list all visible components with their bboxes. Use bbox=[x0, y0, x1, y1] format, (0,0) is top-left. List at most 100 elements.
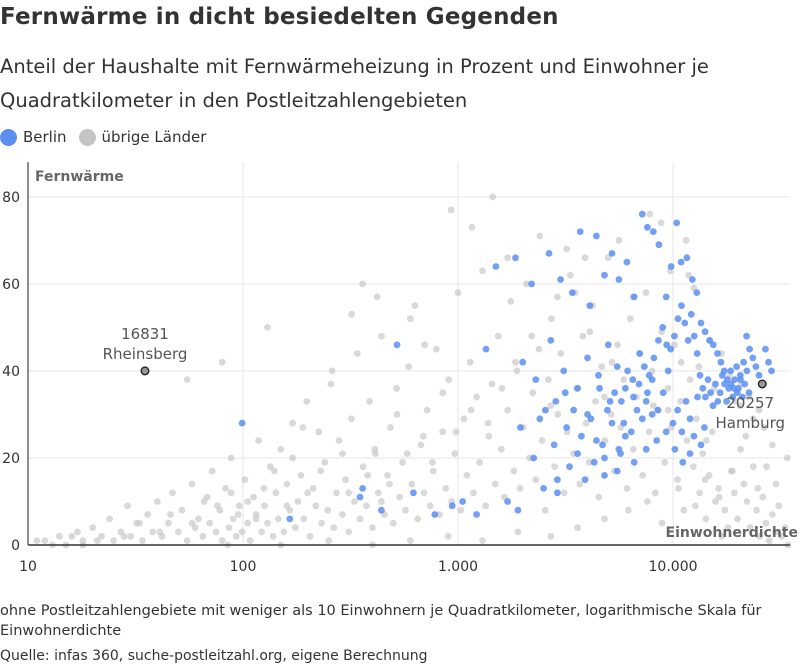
data-point-other[interactable] bbox=[661, 458, 669, 466]
data-point-berlin[interactable] bbox=[601, 472, 608, 479]
data-point-other[interactable] bbox=[772, 528, 779, 536]
data-point-other[interactable] bbox=[373, 293, 381, 301]
data-point-berlin[interactable] bbox=[563, 424, 570, 431]
data-point-other[interactable] bbox=[674, 476, 681, 484]
data-point-berlin[interactable] bbox=[733, 363, 740, 370]
data-point-berlin[interactable] bbox=[590, 458, 598, 466]
data-point-other[interactable] bbox=[420, 489, 428, 497]
data-point-other[interactable] bbox=[330, 524, 338, 531]
data-point-berlin[interactable] bbox=[593, 232, 600, 240]
data-point-other[interactable] bbox=[566, 271, 574, 279]
data-point-other[interactable] bbox=[429, 458, 436, 466]
data-point-berlin[interactable] bbox=[679, 458, 687, 466]
data-point-berlin[interactable] bbox=[608, 419, 616, 427]
data-point-berlin[interactable] bbox=[716, 389, 724, 397]
data-point-other[interactable] bbox=[234, 511, 242, 518]
data-point-berlin[interactable] bbox=[557, 276, 564, 283]
data-point-berlin[interactable] bbox=[617, 398, 625, 405]
data-point-berlin[interactable] bbox=[570, 406, 577, 414]
annotated-point[interactable] bbox=[140, 366, 150, 376]
data-point-berlin[interactable] bbox=[690, 332, 698, 340]
data-point-berlin[interactable] bbox=[595, 371, 602, 379]
data-point-other[interactable] bbox=[586, 328, 594, 336]
data-point-berlin[interactable] bbox=[714, 398, 722, 405]
data-point-other[interactable] bbox=[544, 376, 552, 383]
data-point-berlin[interactable] bbox=[704, 376, 712, 383]
data-point-other[interactable] bbox=[366, 398, 373, 405]
data-point-other[interactable] bbox=[315, 428, 323, 436]
data-point-other[interactable] bbox=[615, 236, 623, 244]
data-point-other[interactable] bbox=[250, 493, 257, 501]
data-point-other[interactable] bbox=[705, 472, 713, 479]
data-point-other[interactable] bbox=[683, 437, 691, 444]
data-point-berlin[interactable] bbox=[655, 337, 662, 344]
data-point-other[interactable] bbox=[218, 537, 226, 544]
data-point-other[interactable] bbox=[639, 472, 647, 479]
data-point-other[interactable] bbox=[312, 502, 320, 510]
data-point-berlin[interactable] bbox=[743, 332, 750, 340]
data-point-berlin[interactable] bbox=[286, 515, 294, 523]
data-point-berlin[interactable] bbox=[654, 406, 662, 414]
data-point-other[interactable] bbox=[328, 367, 336, 375]
data-point-other[interactable] bbox=[547, 532, 555, 540]
data-point-other[interactable] bbox=[585, 458, 593, 466]
data-point-other[interactable] bbox=[442, 485, 450, 492]
data-point-berlin[interactable] bbox=[593, 437, 600, 444]
data-point-other[interactable] bbox=[772, 480, 780, 488]
data-point-berlin[interactable] bbox=[701, 328, 709, 336]
data-point-other[interactable] bbox=[529, 389, 537, 397]
data-point-berlin[interactable] bbox=[629, 376, 637, 383]
data-point-other[interactable] bbox=[696, 489, 703, 497]
data-point-other[interactable] bbox=[269, 532, 277, 540]
data-point-other[interactable] bbox=[339, 511, 346, 518]
data-point-other[interactable] bbox=[321, 458, 329, 466]
data-point-other[interactable] bbox=[491, 480, 499, 488]
data-point-other[interactable] bbox=[695, 363, 703, 370]
data-point-berlin[interactable] bbox=[547, 337, 555, 344]
data-point-other[interactable] bbox=[473, 393, 480, 401]
data-point-other[interactable] bbox=[255, 437, 262, 444]
data-point-berlin[interactable] bbox=[566, 463, 573, 471]
data-point-other[interactable] bbox=[309, 485, 317, 492]
data-point-berlin[interactable] bbox=[687, 310, 695, 318]
data-point-other[interactable] bbox=[742, 432, 750, 440]
data-point-other[interactable] bbox=[56, 532, 63, 540]
data-point-other[interactable] bbox=[510, 467, 518, 475]
data-point-other[interactable] bbox=[451, 450, 459, 457]
data-point-other[interactable] bbox=[682, 236, 690, 244]
data-point-other[interactable] bbox=[183, 376, 191, 383]
data-point-other[interactable] bbox=[299, 424, 307, 431]
data-point-berlin[interactable] bbox=[552, 398, 560, 405]
legend-item-berlin[interactable]: Berlin bbox=[0, 128, 67, 146]
data-point-other[interactable] bbox=[535, 345, 543, 353]
data-point-other[interactable] bbox=[227, 454, 235, 462]
data-point-berlin[interactable] bbox=[644, 389, 651, 397]
data-point-other[interactable] bbox=[246, 537, 254, 544]
data-point-other[interactable] bbox=[658, 519, 666, 527]
data-point-other[interactable] bbox=[271, 467, 278, 475]
data-point-other[interactable] bbox=[523, 280, 530, 288]
data-point-other[interactable] bbox=[291, 524, 299, 531]
data-point-other[interactable] bbox=[579, 332, 587, 340]
data-point-berlin[interactable] bbox=[630, 293, 638, 301]
data-point-other[interactable] bbox=[547, 402, 555, 410]
data-point-berlin[interactable] bbox=[699, 384, 707, 392]
data-point-other[interactable] bbox=[406, 315, 414, 323]
data-point-other[interactable] bbox=[452, 428, 460, 436]
data-point-berlin[interactable] bbox=[739, 393, 746, 401]
data-point-other[interactable] bbox=[489, 193, 497, 201]
data-point-other[interactable] bbox=[405, 363, 413, 370]
data-point-other[interactable] bbox=[327, 380, 335, 388]
data-point-other[interactable] bbox=[339, 450, 346, 457]
data-point-other[interactable] bbox=[598, 363, 606, 370]
data-point-other[interactable] bbox=[595, 493, 603, 501]
data-point-berlin[interactable] bbox=[613, 363, 621, 370]
data-point-berlin[interactable] bbox=[633, 406, 641, 414]
data-point-other[interactable] bbox=[563, 245, 570, 253]
data-point-berlin[interactable] bbox=[673, 219, 681, 227]
data-point-other[interactable] bbox=[689, 463, 697, 471]
data-point-other[interactable] bbox=[206, 519, 214, 527]
data-point-berlin[interactable] bbox=[697, 319, 705, 327]
data-point-berlin[interactable] bbox=[709, 402, 717, 410]
data-point-other[interactable] bbox=[200, 498, 208, 505]
